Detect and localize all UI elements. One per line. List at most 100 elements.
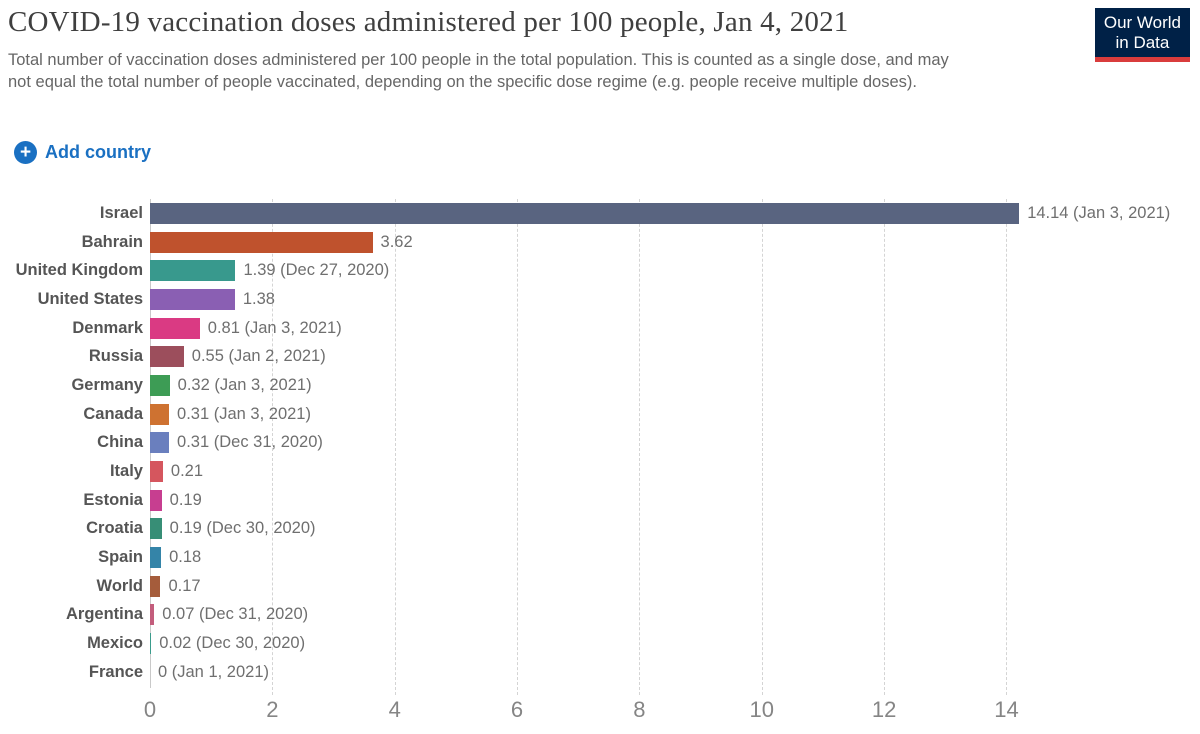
bar-row: Russia 0.55 (Jan 2, 2021) [0,342,1195,371]
bar-row: United States 1.38 [0,285,1195,314]
bar-plot-area: 0.19 (Dec 30, 2020) [150,515,1195,544]
value-label: 0.17 [168,576,201,595]
owid-logo[interactable]: Our World in Data [1094,8,1190,62]
gridline [272,199,274,695]
country-label[interactable]: Denmark [72,318,143,337]
country-label[interactable]: Italy [109,462,143,481]
bar-row: Spain 0.18 [0,543,1195,572]
chart-title: COVID-19 vaccination doses administered … [8,6,849,38]
value-label: 0.19 [169,490,202,509]
bar-row: Germany 0.32 (Jan 3, 2021) [0,371,1195,400]
value-label: 0.21 [170,462,204,481]
x-tick-label: 4 [388,697,401,722]
add-country-button[interactable]: + Add country [14,141,151,164]
bar-row: Mexico 0.02 (Dec 30, 2020) [0,629,1195,658]
x-tick-label: 2 [266,697,279,722]
bar[interactable] [150,231,373,253]
x-axis: 0 2 4 6 8 10 12 14 [144,695,1190,729]
country-label[interactable]: Germany [71,375,143,394]
bar-plot-area: 0.31 (Jan 3, 2021) [150,400,1195,429]
value-label: 0.81 (Jan 3, 2021) [207,318,342,337]
bar-plot-area: 0.81 (Jan 3, 2021) [150,314,1195,343]
bar-plot-area: 0.17 [150,572,1195,601]
value-label: 0.07 (Dec 31, 2020) [162,605,309,624]
gridline [394,199,396,695]
bar-plot-area: 0.32 (Jan 3, 2021) [150,371,1195,400]
bar-plot-area: 1.39 (Dec 27, 2020) [150,256,1195,285]
bar-row: Israel 14.14 (Jan 3, 2021) [0,199,1195,228]
bar[interactable] [150,489,162,511]
value-label: 1.39 (Dec 27, 2020) [243,261,390,280]
country-label[interactable]: Croatia [86,519,143,538]
bar[interactable] [150,604,155,626]
bar[interactable] [150,374,170,396]
country-label[interactable]: China [97,433,143,452]
bar[interactable] [150,633,152,655]
bar-plot-area: 0 (Jan 1, 2021) [150,658,1195,687]
country-label[interactable]: Canada [83,404,143,423]
bar[interactable] [150,575,161,597]
value-label: 0.18 [169,548,202,567]
country-label[interactable]: Spain [98,548,143,567]
bar-row: Bahrain 3.62 [0,228,1195,257]
bar-plot-area: 0.02 (Dec 30, 2020) [150,629,1195,658]
value-label: 1.38 [242,289,275,308]
value-label: 0 (Jan 1, 2021) [158,662,269,681]
owid-logo-line1: Our World [1103,13,1181,32]
bar-row: United Kingdom 1.39 (Dec 27, 2020) [0,256,1195,285]
gridline [517,199,519,695]
bar[interactable] [150,288,235,310]
country-label[interactable]: Israel [99,203,143,222]
bar[interactable] [150,346,184,368]
bar-plot-area: 0.21 [150,457,1195,486]
bar[interactable] [150,547,162,569]
country-label[interactable]: Argentina [65,605,143,624]
plot-gridlines [150,199,1190,695]
value-label: 0.32 (Jan 3, 2021) [177,375,312,394]
bar[interactable] [150,432,170,454]
bar-plot-area: 0.07 (Dec 31, 2020) [150,601,1195,630]
bar[interactable] [150,461,163,483]
bar[interactable] [150,518,162,540]
bar-chart: Israel 14.14 (Jan 3, 2021) Bahrain 3.62 Unit… [0,199,1195,722]
country-label[interactable]: Bahrain [81,232,143,251]
country-label[interactable]: France [88,662,143,681]
bar-row: Canada 0.31 (Jan 3, 2021) [0,400,1195,429]
bar-plot-area: 0.31 (Dec 31, 2020) [150,429,1195,458]
bar[interactable] [150,317,200,339]
bar-row: Denmark 0.81 (Jan 3, 2021) [0,314,1195,343]
x-tick-label: 0 [143,697,157,722]
country-label[interactable]: Mexico [87,634,143,653]
bar-row: France 0 (Jan 1, 2021) [0,658,1195,687]
gridline [1006,199,1008,695]
owid-logo-line2: in Data [1115,33,1170,52]
add-country-label: Add country [45,142,151,162]
country-label[interactable]: Russia [88,347,143,366]
country-label[interactable]: World [96,576,143,595]
value-label: 3.62 [380,232,413,251]
country-label[interactable]: United States [37,289,143,308]
value-label: 0.31 (Jan 3, 2021) [177,404,311,423]
bar-row: Croatia 0.19 (Dec 30, 2020) [0,515,1195,544]
bar[interactable] [150,403,170,425]
bar-plot-area: 0.19 [150,486,1195,515]
chart-subtitle: Total number of vaccination doses admini… [8,51,949,91]
value-label: 14.14 (Jan 3, 2021) [1027,203,1171,222]
x-tick-label: 8 [633,697,646,722]
country-label[interactable]: United Kingdom [15,261,143,280]
bar-plot-area: 0.18 [150,543,1195,572]
country-label[interactable]: Estonia [83,490,143,509]
bar-row: China 0.31 (Dec 31, 2020) [0,429,1195,458]
bar[interactable] [150,260,236,282]
value-label: 0.02 (Dec 30, 2020) [159,634,306,653]
plus-circle-icon: + [14,141,37,164]
x-tick-label: 12 [871,697,897,722]
value-label: 0.19 (Dec 30, 2020) [169,519,316,538]
x-tick-label: 10 [749,697,774,722]
bar-plot-area: 1.38 [150,285,1195,314]
bar-plot-area: 14.14 (Jan 3, 2021) [150,199,1195,228]
bar[interactable] [150,202,1020,224]
bar-plot-area: 3.62 [150,228,1195,257]
gridline [639,199,641,695]
